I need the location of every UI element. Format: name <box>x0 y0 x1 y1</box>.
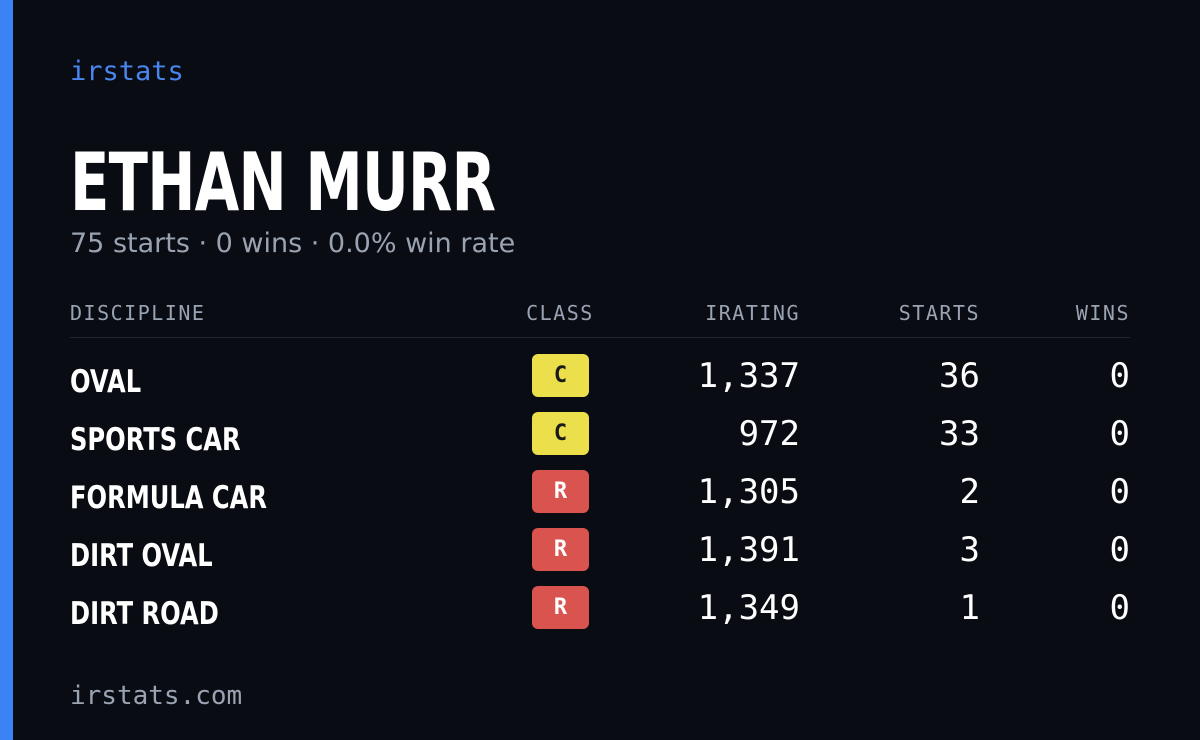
starts-value: 33 <box>939 414 980 454</box>
discipline: FORMULA CAR <box>70 480 268 516</box>
irating-value: 1,337 <box>697 356 800 396</box>
class-badge: C <box>532 412 589 455</box>
wins-value: 0 <box>1109 472 1130 512</box>
irating-value: 1,305 <box>697 472 800 512</box>
starts-value: 3 <box>959 530 980 570</box>
footer: irstats.com <box>70 681 243 711</box>
brand: irstats <box>70 56 184 87</box>
starts-value: 1 <box>959 588 980 628</box>
class-badge: C <box>532 354 589 397</box>
column-header: STARTS <box>898 301 980 325</box>
irating-value: 1,349 <box>697 588 800 628</box>
discipline: DIRT ROAD <box>70 596 219 632</box>
column-header: DISCIPLINE <box>70 301 206 325</box>
class-badge: R <box>532 528 589 571</box>
wins-value: 0 <box>1109 530 1130 570</box>
starts-value: 2 <box>959 472 980 512</box>
column-header: CLASS <box>526 301 594 325</box>
irating-value: 972 <box>738 414 800 454</box>
irating-value: 1,391 <box>697 530 800 570</box>
wins-value: 0 <box>1109 588 1130 628</box>
header-rule <box>70 337 1130 338</box>
driver-name: ETHAN MURR <box>70 136 496 229</box>
class-badge: R <box>532 586 589 629</box>
discipline: OVAL <box>70 364 142 400</box>
class-badge: R <box>532 470 589 513</box>
accent-bar <box>0 0 13 740</box>
column-header: WINS <box>1075 301 1130 325</box>
starts-value: 36 <box>939 356 980 396</box>
wins-value: 0 <box>1109 356 1130 396</box>
discipline: DIRT OVAL <box>70 538 213 574</box>
wins-value: 0 <box>1109 414 1130 454</box>
driver-summary: 75 starts · 0 wins · 0.0% win rate <box>70 228 516 259</box>
column-header: IRATING <box>705 301 800 325</box>
discipline: SPORTS CAR <box>70 422 241 458</box>
